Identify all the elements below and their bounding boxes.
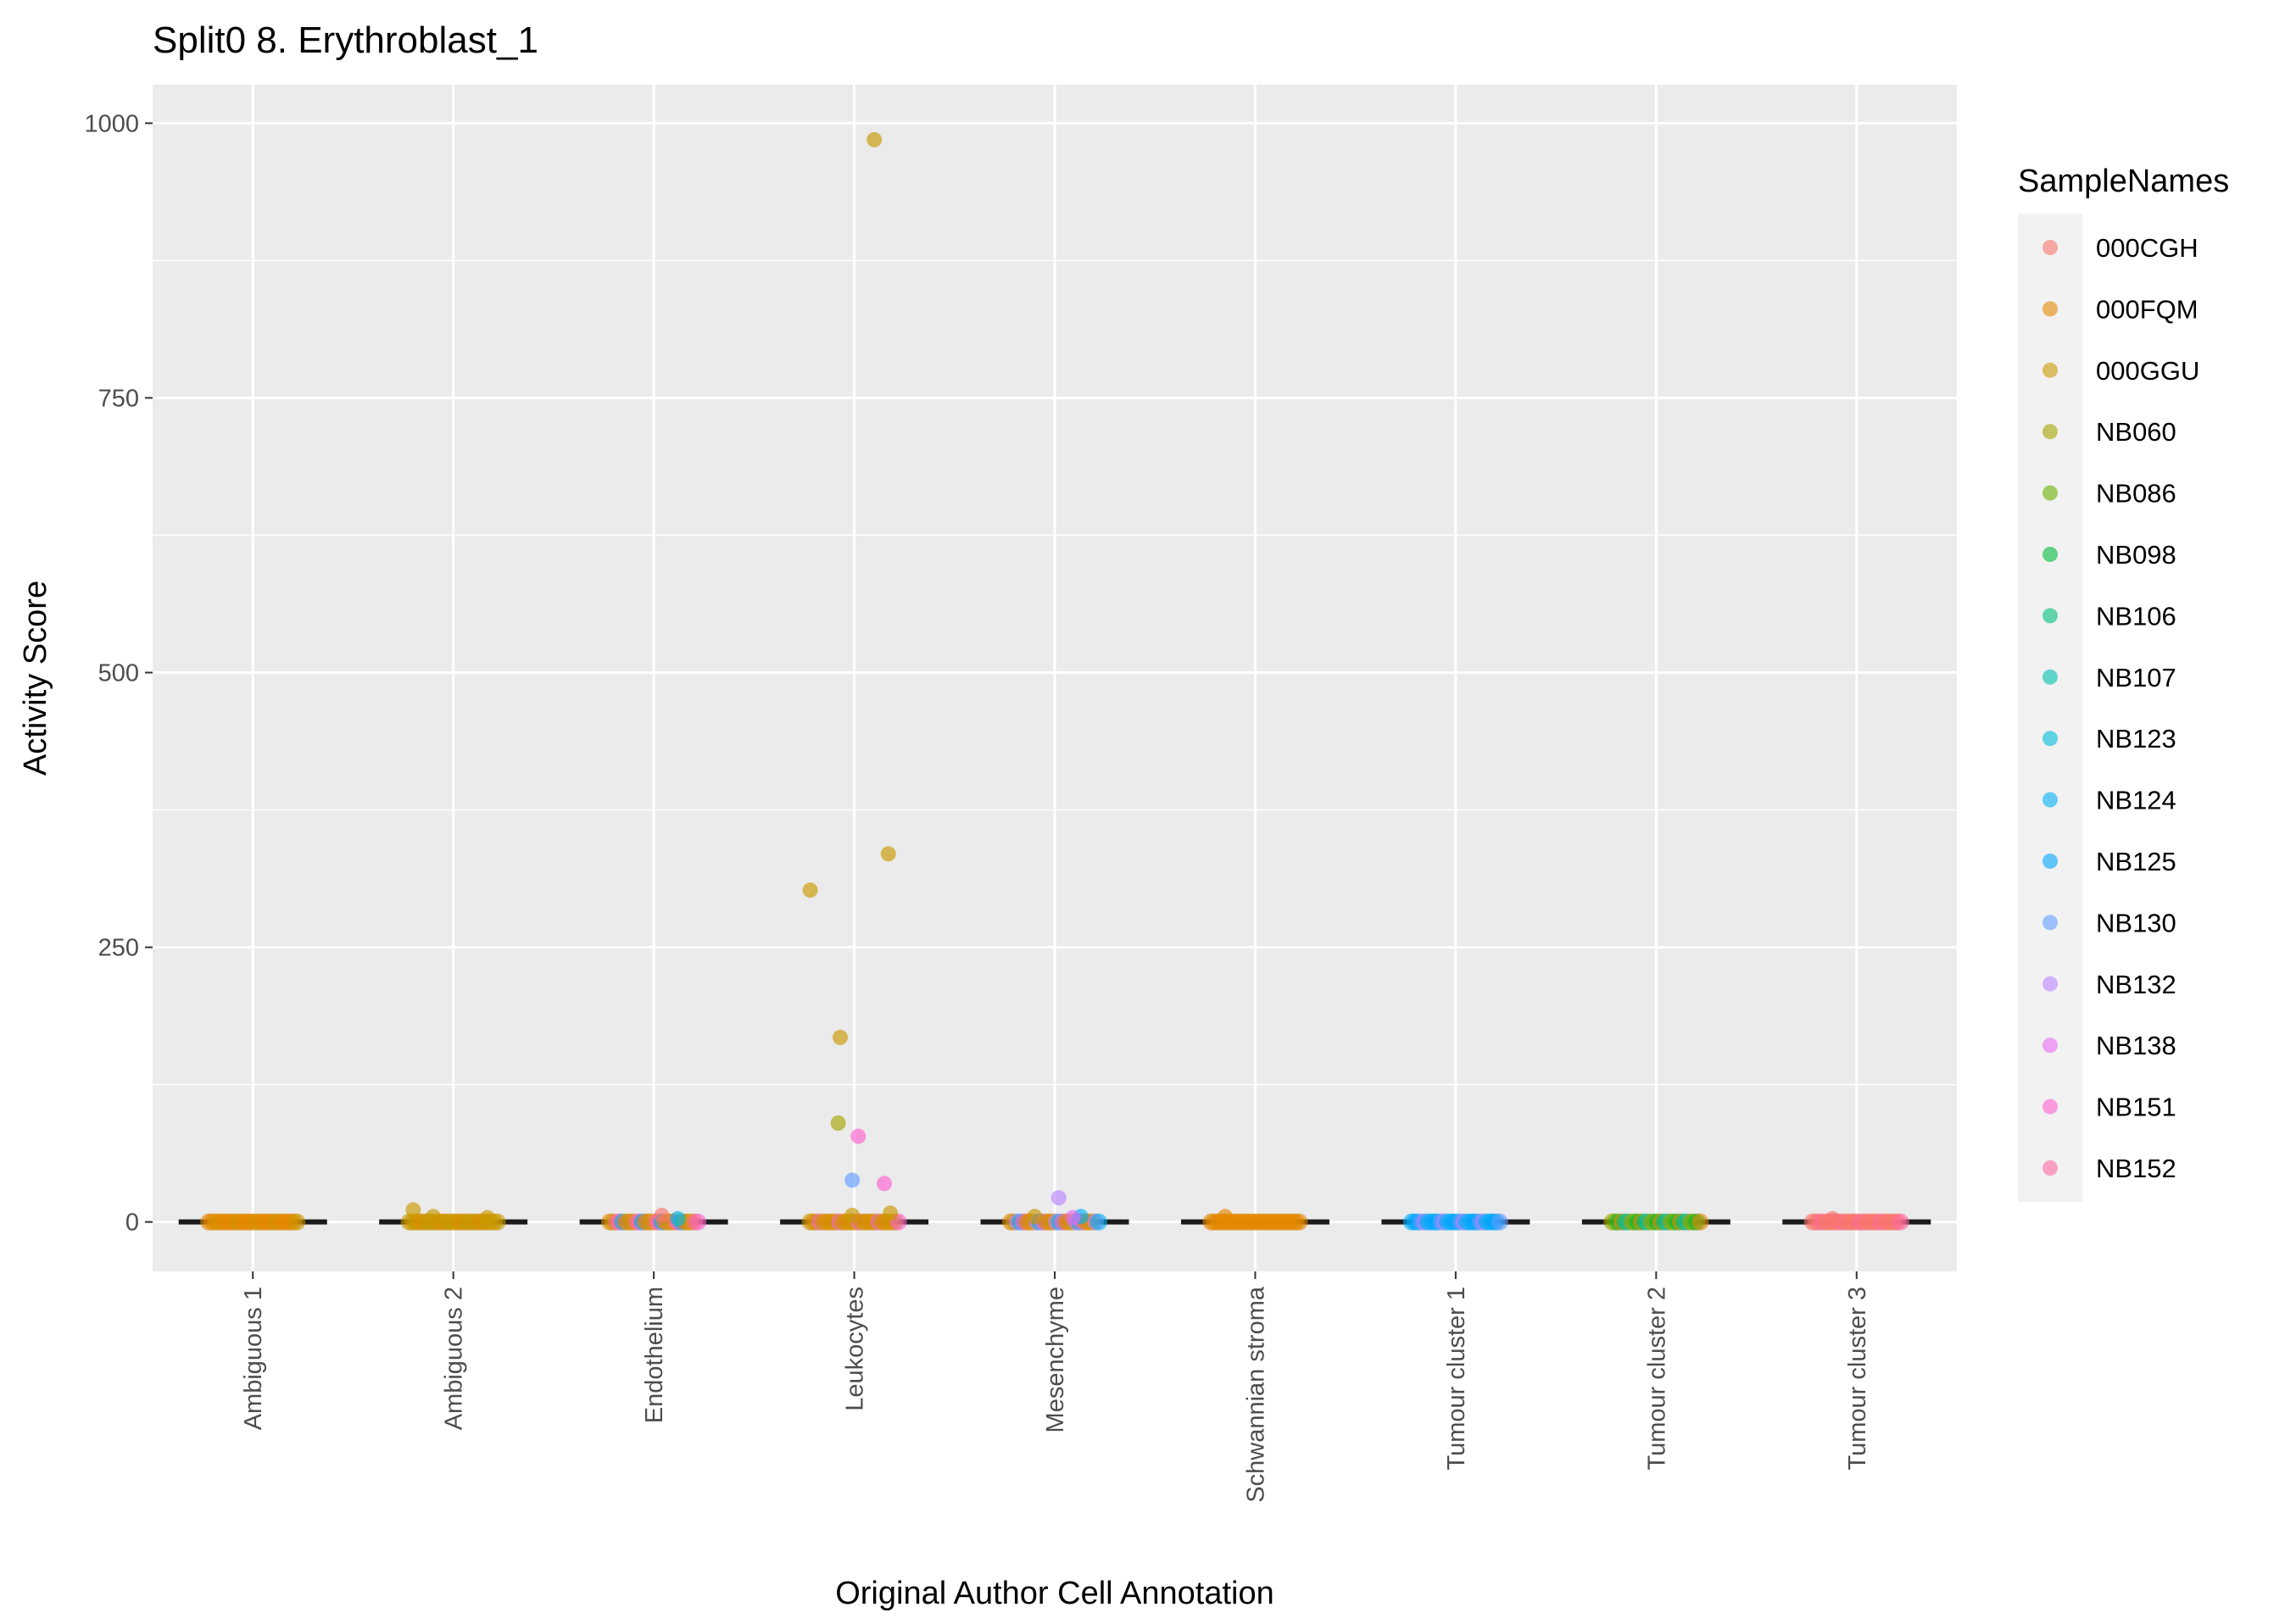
data-point	[1290, 1213, 1308, 1231]
y-tick-label: 1000	[84, 110, 139, 137]
x-tick-label: Ambiguous 1	[240, 1287, 267, 1430]
data-point	[1825, 1210, 1841, 1226]
data-point	[670, 1210, 686, 1226]
y-axis-title: Activity Score	[18, 581, 53, 776]
data-point	[1491, 1213, 1508, 1231]
legend-key	[2042, 669, 2058, 685]
legend-title: SampleNames	[2018, 164, 2229, 199]
data-point	[833, 1029, 849, 1045]
legend-label: NB106	[2096, 601, 2176, 631]
data-point	[1090, 1213, 1108, 1231]
data-point	[802, 882, 818, 898]
legend-label: NB123	[2096, 724, 2176, 754]
data-point	[426, 1209, 442, 1225]
legend-key	[2042, 1160, 2058, 1176]
legend-key	[2042, 547, 2058, 562]
legend-label: NB138	[2096, 1031, 2176, 1060]
legend-key	[2042, 424, 2058, 440]
y-tick-label: 0	[125, 1210, 139, 1237]
data-point	[883, 1205, 899, 1221]
data-point	[1050, 1190, 1067, 1206]
legend-label: NB124	[2096, 786, 2176, 815]
data-point	[1065, 1210, 1081, 1226]
legend: SampleNames 000CGH 000FQM 000GGU NB060 NB086…	[2018, 164, 2229, 1202]
legend-key	[2042, 608, 2058, 624]
legend-key	[2042, 485, 2058, 501]
legend-label: NB151	[2096, 1093, 2176, 1122]
legend-key	[2042, 1098, 2058, 1115]
legend-label: 000CGH	[2096, 233, 2198, 263]
data-point	[689, 1213, 707, 1231]
data-point	[880, 846, 896, 862]
legend-key	[2042, 301, 2058, 317]
legend-key	[2042, 240, 2058, 255]
y-tick-label: 750	[98, 385, 139, 412]
data-point	[877, 1176, 893, 1192]
x-tick-label: Tumour cluster 3	[1844, 1287, 1871, 1471]
data-point	[867, 131, 883, 147]
data-point	[1217, 1209, 1233, 1225]
x-tick-label: Ambiguous 2	[441, 1287, 468, 1430]
data-point	[1691, 1213, 1709, 1231]
legend-key	[2042, 731, 2058, 747]
data-point	[1027, 1209, 1043, 1225]
legend-label: 000GGU	[2096, 356, 2199, 386]
legend-label: NB130	[2096, 908, 2176, 937]
x-tick-label: Tumour cluster 2	[1643, 1287, 1670, 1471]
data-point	[288, 1213, 306, 1231]
x-tick-label: Leukocytes	[842, 1287, 869, 1411]
legend-label: NB098	[2096, 540, 2176, 570]
x-axis-title: Original Author Cell Annotation	[835, 1576, 1274, 1611]
legend-key-background	[2018, 214, 2082, 1202]
y-tick-label: 250	[98, 935, 139, 962]
legend-label: NB125	[2096, 847, 2176, 876]
data-point	[844, 1207, 861, 1223]
data-point	[850, 1128, 867, 1144]
data-point	[1892, 1213, 1909, 1231]
data-point	[830, 1115, 846, 1131]
legend-label: 000FQM	[2096, 294, 2198, 324]
legend-key	[2042, 976, 2058, 992]
legend-key	[2042, 792, 2058, 808]
x-tick-label: Endothelium	[641, 1287, 668, 1423]
x-tick-label: Mesenchyme	[1042, 1287, 1069, 1432]
data-point	[479, 1210, 495, 1226]
legend-label: NB152	[2096, 1154, 2176, 1183]
x-tick-label: Schwannian stroma	[1242, 1286, 1269, 1503]
legend-label: NB107	[2096, 663, 2176, 692]
data-point	[654, 1207, 670, 1223]
y-tick-label: 500	[98, 660, 139, 687]
legend-key	[2042, 362, 2058, 378]
legend-label: NB060	[2096, 417, 2176, 447]
legend-key	[2042, 1037, 2058, 1054]
data-point	[844, 1172, 861, 1188]
legend-label: NB086	[2096, 479, 2176, 509]
legend-label: NB132	[2096, 970, 2176, 999]
chart-title: Split0 8. Erythroblast_1	[153, 19, 538, 61]
data-point	[405, 1202, 421, 1218]
x-tick-label: Tumour cluster 1	[1443, 1287, 1470, 1471]
legend-key	[2042, 915, 2058, 931]
legend-key	[2042, 854, 2058, 869]
